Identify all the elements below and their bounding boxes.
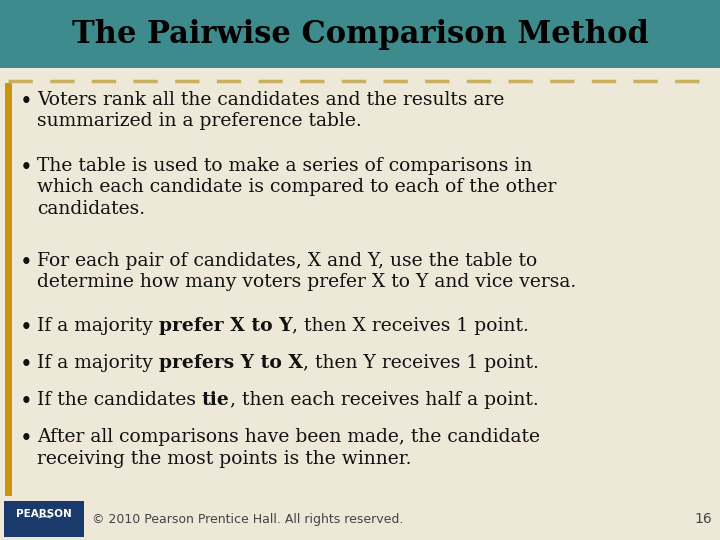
Text: •: • xyxy=(20,428,32,450)
Text: If a majority: If a majority xyxy=(37,318,159,335)
Text: ⁀: ⁀ xyxy=(38,518,50,532)
Text: Voters rank all the candidates and the results are
summarized in a preference ta: Voters rank all the candidates and the r… xyxy=(37,91,505,131)
Text: If the candidates: If the candidates xyxy=(37,391,202,409)
Text: PEARSON: PEARSON xyxy=(16,509,72,519)
Text: If a majority: If a majority xyxy=(37,354,159,372)
Text: For each pair of candidates, X and Y, use the table to
determine how many voters: For each pair of candidates, X and Y, us… xyxy=(37,252,576,291)
Text: tie: tie xyxy=(202,391,230,409)
Text: , then X receives 1 point.: , then X receives 1 point. xyxy=(292,318,529,335)
Bar xyxy=(4,501,84,537)
Text: After all comparisons have been made, the candidate
receiving the most points is: After all comparisons have been made, th… xyxy=(37,428,540,468)
Bar xyxy=(0,498,720,540)
Text: •: • xyxy=(20,157,32,179)
Text: prefer X to Y: prefer X to Y xyxy=(159,318,292,335)
Text: 16: 16 xyxy=(694,512,712,526)
Text: The Pairwise Comparison Method: The Pairwise Comparison Method xyxy=(71,18,649,50)
Text: •: • xyxy=(20,252,32,273)
Text: •: • xyxy=(20,391,32,413)
Text: •: • xyxy=(20,354,32,376)
Text: The table is used to make a series of comparisons in
which each candidate is com: The table is used to make a series of co… xyxy=(37,157,557,218)
Text: , then Y receives 1 point.: , then Y receives 1 point. xyxy=(303,354,539,372)
Bar xyxy=(5,83,12,496)
Text: © 2010 Pearson Prentice Hall. All rights reserved.: © 2010 Pearson Prentice Hall. All rights… xyxy=(92,512,403,525)
Text: prefers Y to X: prefers Y to X xyxy=(159,354,303,372)
Text: •: • xyxy=(20,91,32,113)
Text: •: • xyxy=(20,318,32,339)
Bar xyxy=(0,0,720,68)
Text: , then each receives half a point.: , then each receives half a point. xyxy=(230,391,539,409)
